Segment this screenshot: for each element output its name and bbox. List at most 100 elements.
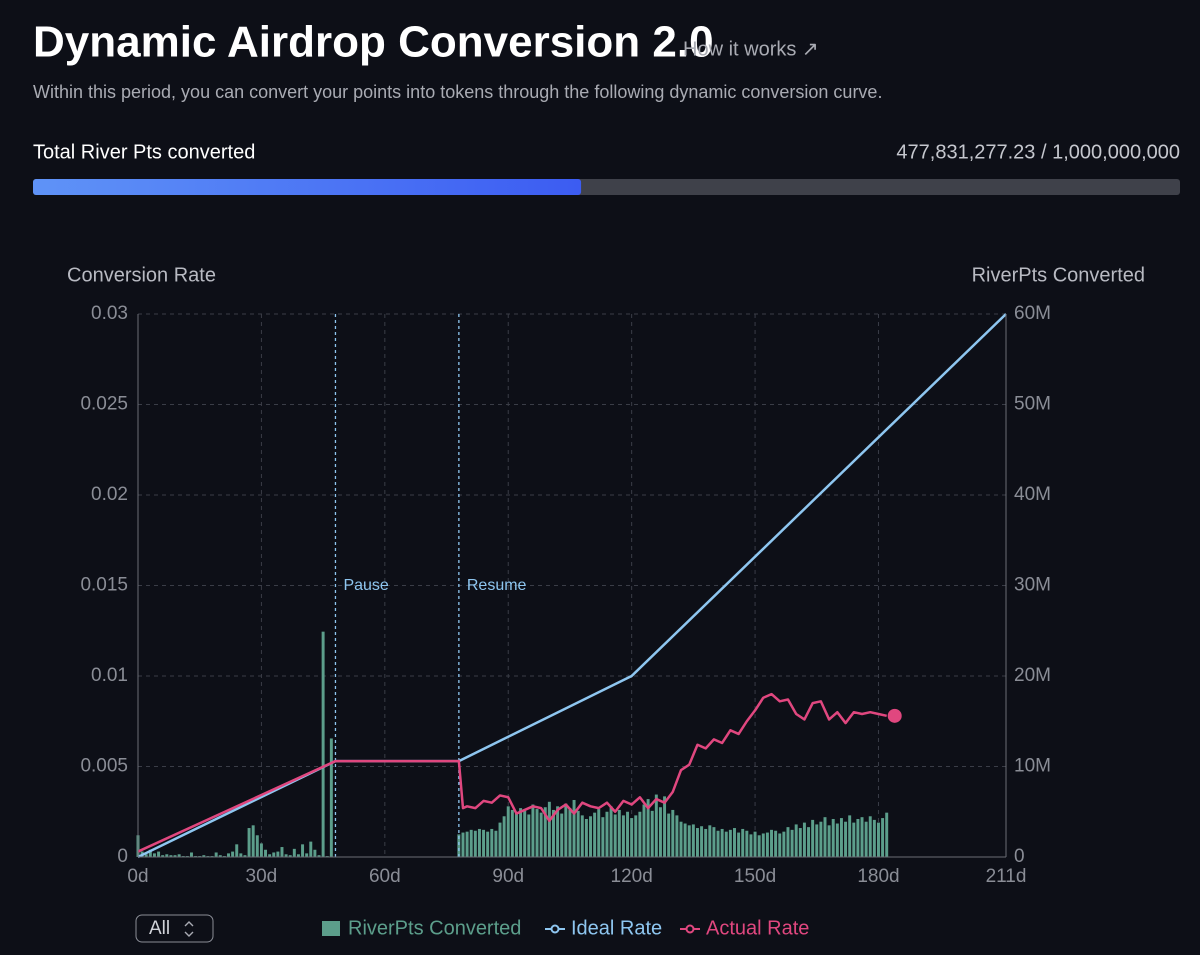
- bar: [523, 810, 527, 857]
- bar: [848, 815, 852, 857]
- x-tick-label: 0d: [127, 866, 148, 887]
- filter-box[interactable]: [135, 914, 214, 943]
- bar: [506, 806, 510, 857]
- bar: [807, 827, 811, 857]
- bar: [169, 855, 173, 857]
- bar: [765, 832, 769, 857]
- bar: [749, 834, 753, 857]
- filter-label[interactable]: All: [149, 918, 170, 939]
- bar: [309, 841, 313, 857]
- bar: [770, 829, 773, 857]
- bar: [728, 829, 732, 857]
- bar: [700, 826, 704, 857]
- y-tick-label: 0.02: [91, 484, 128, 505]
- bar: [301, 844, 305, 857]
- annotation-label: Resume: [467, 577, 527, 594]
- bar: [605, 811, 609, 857]
- bar: [552, 809, 555, 857]
- annotation-label: Pause: [343, 577, 388, 594]
- bar: [457, 834, 461, 857]
- legend: RiverPts Converted Ideal Rate Actual Rate: [322, 917, 809, 939]
- bar: [589, 816, 592, 857]
- bar: [465, 831, 469, 857]
- bar: [580, 815, 584, 857]
- bar: [152, 853, 156, 857]
- bar: [235, 844, 239, 857]
- bar: [556, 806, 560, 857]
- bar: [860, 817, 864, 857]
- bar: [547, 801, 551, 857]
- bar: [584, 818, 588, 857]
- bar: [774, 830, 778, 857]
- y-tick-label: 0.03: [91, 303, 128, 324]
- y2-tick-label: 40M: [1014, 484, 1051, 505]
- bar: [239, 853, 243, 857]
- bar: [243, 855, 247, 857]
- bar: [264, 849, 268, 857]
- filter-chevrons: [184, 921, 194, 937]
- bar: [757, 835, 761, 857]
- line: [137, 692, 887, 853]
- bar: [469, 829, 473, 857]
- bar: [695, 828, 699, 857]
- bar: [202, 855, 206, 857]
- how-it-works-link[interactable]: How it works ↗: [683, 38, 819, 60]
- bar: [502, 816, 506, 857]
- bar: [514, 812, 518, 857]
- bar: [321, 631, 325, 857]
- bar: [477, 828, 481, 857]
- bar: [646, 799, 650, 857]
- bar: [568, 808, 572, 857]
- legend-swatch-dot: [685, 924, 695, 934]
- y2-axis-title: RiverPts Converted: [972, 264, 1145, 286]
- progress-fill: [33, 179, 582, 195]
- x-tick-label: 120d: [611, 866, 653, 887]
- bar: [671, 809, 675, 857]
- bar: [802, 822, 806, 857]
- bar: [868, 816, 872, 857]
- bar: [601, 817, 605, 857]
- bar: [161, 855, 165, 857]
- bar: [461, 832, 465, 857]
- bar: [708, 825, 712, 857]
- y-tick-label: 0.005: [80, 756, 128, 777]
- bar: [519, 808, 523, 857]
- bar: [630, 818, 634, 857]
- y2-tick-label: 30M: [1014, 575, 1051, 596]
- bar: [654, 794, 658, 857]
- bar: [486, 831, 490, 857]
- x-tick-label: 150d: [734, 866, 776, 887]
- bar: [835, 823, 839, 857]
- bar: [177, 854, 181, 857]
- bar: [872, 819, 876, 857]
- bar: [650, 810, 654, 857]
- bar: [691, 824, 695, 857]
- bar: [148, 849, 152, 857]
- filter-button[interactable]: All: [135, 914, 214, 943]
- y-tick-label: 0.025: [80, 394, 128, 415]
- x-tick-label: 60d: [369, 866, 401, 887]
- y2-tick-label: 20M: [1014, 665, 1051, 686]
- bar: [819, 821, 823, 857]
- bar: [720, 828, 724, 857]
- grid: 0 0.005 0.01 0.015 0.02 0.025 0.03 0 10M 20M 30M 40…: [80, 303, 1051, 887]
- bar: [831, 818, 835, 857]
- bar: [856, 818, 860, 857]
- bar: [317, 855, 321, 857]
- bar: [272, 852, 276, 857]
- bar: [621, 815, 625, 857]
- bar: [305, 853, 309, 857]
- progress-label: Total River Pts converted: [33, 141, 255, 163]
- bar: [292, 848, 296, 857]
- bar: [753, 831, 757, 857]
- bar: [543, 807, 547, 857]
- end-marker: [887, 708, 902, 723]
- bar: [761, 833, 765, 857]
- bar: [741, 828, 745, 857]
- bar: [716, 830, 720, 857]
- bar: [683, 823, 687, 857]
- x-tick-label: 90d: [492, 866, 524, 887]
- bar: [560, 813, 564, 857]
- y-tick-label: 0.01: [91, 665, 128, 686]
